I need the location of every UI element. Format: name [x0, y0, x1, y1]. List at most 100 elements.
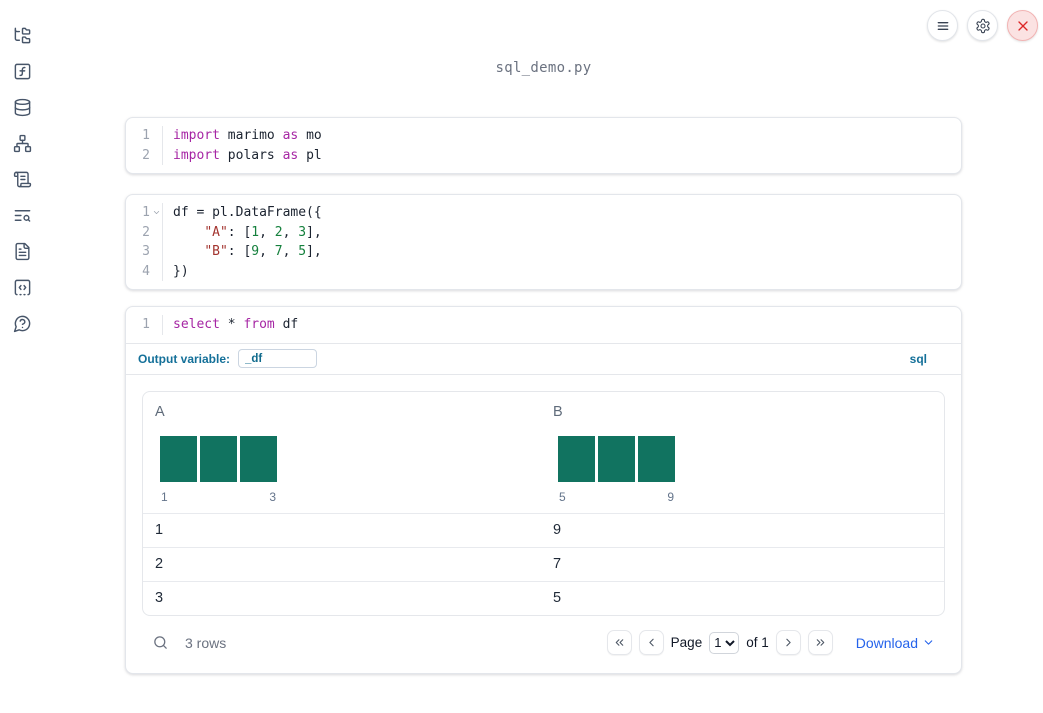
- network-icon: [13, 134, 32, 153]
- sidebar-item-dependency-graph[interactable]: [11, 132, 33, 154]
- line-number: 2: [142, 147, 150, 163]
- sql-cell: 1 select * from df Output variable: sql A…: [125, 306, 962, 674]
- histogram-bar: [558, 435, 595, 482]
- chevron-right-icon: [782, 636, 795, 649]
- line-number: 1: [142, 317, 150, 332]
- database-icon: [13, 98, 32, 117]
- sidebar-item-outline[interactable]: [11, 168, 33, 190]
- code-line[interactable]: 3 "B": [9, 7, 5],: [126, 242, 961, 262]
- sidebar-panel-toolbar: [0, 0, 44, 713]
- page-total-label: of 1: [746, 635, 769, 650]
- chevron-down-icon: [922, 636, 935, 649]
- line-number: 1: [142, 205, 150, 220]
- sidebar-item-help[interactable]: [11, 312, 33, 334]
- code-text: import marimo as mo: [162, 126, 961, 146]
- notebook-content: sql_demo.py 1 import marimo as mo 2 import …: [44, 0, 1043, 674]
- fold-spacer: [150, 315, 162, 335]
- histogram-bar: [160, 435, 197, 482]
- first-page-button[interactable]: [606, 630, 632, 655]
- fold-spacer: [150, 126, 162, 146]
- fold-spacer: [150, 223, 162, 243]
- search-icon: [152, 634, 169, 651]
- page-number-select[interactable]: 1: [709, 631, 740, 654]
- table-cell: 7: [553, 555, 562, 572]
- code-line[interactable]: 1 df = pl.DataFrame({: [126, 203, 961, 223]
- histogram-bar: [200, 435, 237, 482]
- chevrons-right-icon: [814, 636, 827, 649]
- fold-spacer: [150, 262, 162, 282]
- histogram-bar: [598, 435, 635, 482]
- function-square-icon: [13, 62, 32, 81]
- output-variable-input[interactable]: [238, 349, 318, 368]
- code-text: df = pl.DataFrame({: [162, 203, 961, 223]
- text-search-icon: [13, 206, 32, 225]
- fold-spacer: [150, 146, 162, 166]
- search-button[interactable]: [152, 634, 169, 651]
- line-number: 3: [142, 244, 150, 259]
- pagination-controls: Page 1 of 1 Download: [606, 630, 935, 655]
- sidebar-item-documentation[interactable]: [11, 240, 33, 262]
- column-header[interactable]: A: [155, 403, 165, 420]
- notebook-menu-button[interactable]: [927, 10, 958, 41]
- fold-spacer: [150, 242, 162, 262]
- settings-button[interactable]: [967, 10, 998, 41]
- dataframe-cell[interactable]: 1 df = pl.DataFrame({2 "A": [1, 2, 3], 3 "…: [125, 194, 962, 290]
- file-text-icon: [13, 242, 32, 261]
- sidebar-item-snippets[interactable]: [11, 276, 33, 298]
- last-page-button[interactable]: [807, 630, 833, 655]
- sidebar-item-data-sources[interactable]: [11, 96, 33, 118]
- axis-label: 1: [161, 489, 168, 504]
- next-page-button[interactable]: [775, 630, 801, 655]
- table-cell: 5: [553, 589, 562, 606]
- download-button[interactable]: Download: [856, 635, 935, 651]
- shutdown-button[interactable]: [1007, 10, 1038, 41]
- code-line[interactable]: 1 import marimo as mo: [126, 126, 961, 146]
- sql-language-badge[interactable]: sql: [909, 351, 927, 366]
- sql-options-row: Output variable: sql: [126, 344, 961, 374]
- column-header[interactable]: B: [553, 403, 563, 420]
- sidebar-item-file-explorer[interactable]: [11, 24, 33, 46]
- line-number: 2: [142, 224, 150, 240]
- scroll-text-icon: [13, 170, 32, 189]
- row-count-label: 3 rows: [185, 634, 227, 651]
- page-label: Page: [670, 635, 703, 650]
- menu-icon: [935, 18, 951, 34]
- code-line[interactable]: 4}): [126, 261, 961, 282]
- histogram-bar: [240, 435, 277, 482]
- code-line[interactable]: 2 "A": [1, 2, 3],: [126, 222, 961, 243]
- sql-code-editor[interactable]: 1 select * from df: [126, 307, 961, 343]
- axis-label: 9: [667, 489, 674, 504]
- chevrons-left-icon: [613, 636, 626, 649]
- code-text: "A": [1, 2, 3],: [162, 222, 961, 242]
- gear-icon: [975, 18, 991, 34]
- code-line[interactable]: 1 select * from df: [126, 315, 961, 335]
- code-line[interactable]: 2 import polars as pl: [126, 145, 961, 166]
- chevron-left-icon: [645, 636, 658, 649]
- table-cell: 1: [155, 521, 164, 538]
- imports-cell[interactable]: 1 import marimo as mo 2 import polars as pl: [125, 117, 962, 174]
- code-text: "B": [9, 7, 5],: [162, 242, 961, 262]
- sidebar-item-variables[interactable]: [11, 60, 33, 82]
- line-number: 1: [142, 128, 150, 143]
- histogram-bar: [638, 435, 675, 482]
- download-label: Download: [855, 634, 918, 651]
- help-bubble-icon: [13, 314, 32, 333]
- previous-page-button[interactable]: [638, 630, 664, 655]
- table-cell: 9: [553, 521, 562, 538]
- table-footer: 3 rows Page 1 of 1: [142, 625, 945, 661]
- line-number: 4: [142, 263, 150, 279]
- axis-label: 5: [559, 489, 566, 504]
- axis-label: 3: [269, 489, 276, 504]
- code-text: }): [162, 261, 961, 281]
- sidebar-item-logs[interactable]: [11, 204, 33, 226]
- fold-chevron-icon[interactable]: [150, 203, 162, 223]
- divider: [126, 342, 961, 344]
